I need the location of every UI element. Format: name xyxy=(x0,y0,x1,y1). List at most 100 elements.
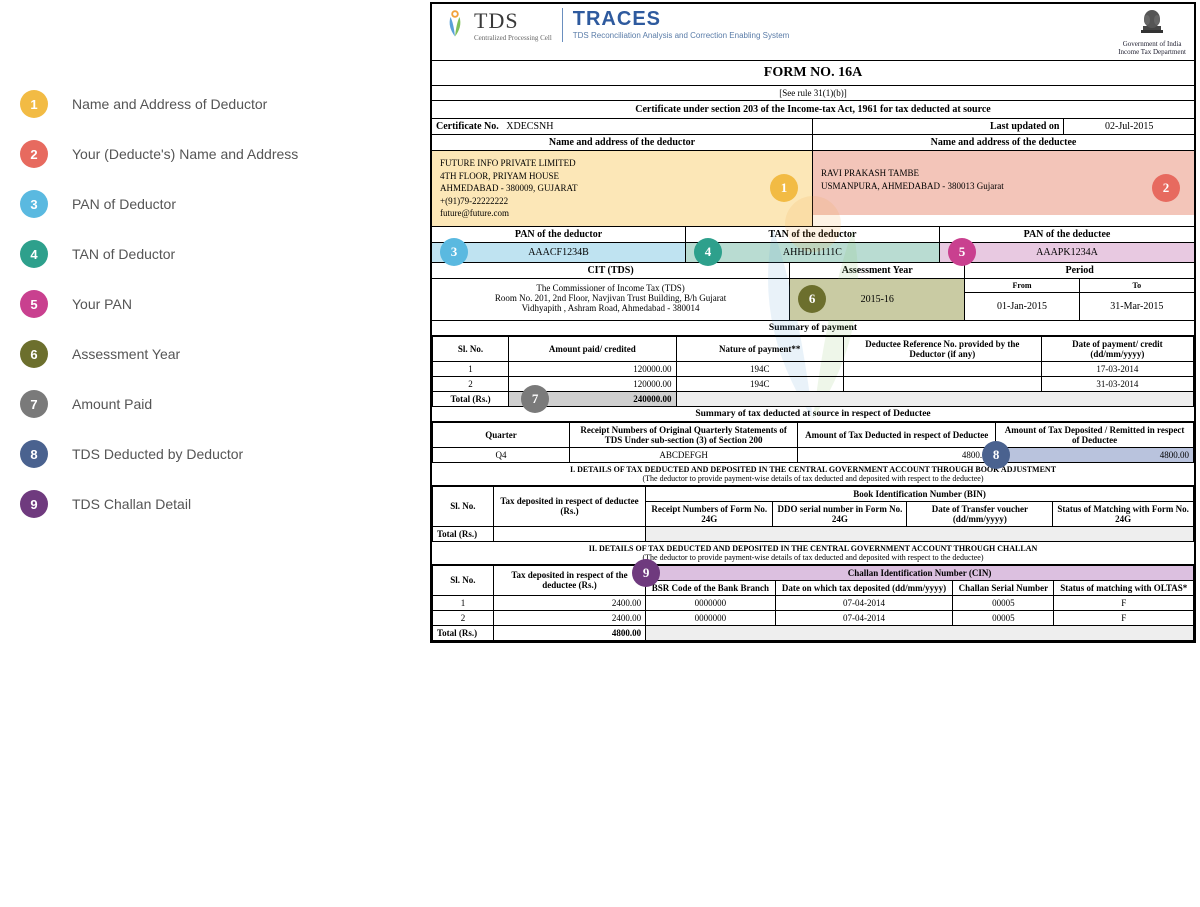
tds-title: TDS xyxy=(474,8,552,34)
tan-deductor-value: AHHD11111C xyxy=(783,247,842,258)
marker-9: 9 xyxy=(632,559,660,587)
table-row: 22400.00000000007-04-201400005F xyxy=(433,610,1194,625)
legend-item: 9 TDS Challan Detail xyxy=(20,490,400,518)
marker-5: 5 xyxy=(948,238,976,266)
legend-label: PAN of Deductor xyxy=(72,196,176,212)
govt-emblem-icon xyxy=(1139,8,1165,38)
legend-badge: 6 xyxy=(20,340,48,368)
marker-6: 6 xyxy=(798,285,826,313)
legend-item: 6 Assessment Year xyxy=(20,340,400,368)
section1-title: I. DETAILS OF TAX DEDUCTED AND DEPOSITED… xyxy=(432,463,1194,474)
marker-8: 8 xyxy=(982,441,1010,469)
section1-table: Sl. No. Tax deposited in respect of dedu… xyxy=(432,486,1194,542)
table-row: 12400.00000000007-04-201400005F xyxy=(433,595,1194,610)
s2-col-serial: Challan Serial Number xyxy=(953,580,1054,595)
marker-1: 1 xyxy=(770,174,798,202)
s2-col-date: Date on which tax deposited (dd/mm/yyyy) xyxy=(775,580,953,595)
legend-badge: 3 xyxy=(20,190,48,218)
legend-badge: 4 xyxy=(20,240,48,268)
tan-deductor-hdr: TAN of the deductor xyxy=(686,227,940,242)
govt-line1: Government of India xyxy=(1118,40,1186,48)
updated-value: 02-Jul-2015 xyxy=(1064,119,1194,134)
tds-subtitle: Centralized Processing Cell xyxy=(474,34,552,42)
pan-deductor-hdr: PAN of the deductor xyxy=(432,227,686,242)
summary-payment-title: Summary of payment xyxy=(432,321,1194,336)
cert-no-label: Certificate No. xyxy=(436,121,499,132)
legend-badge: 5 xyxy=(20,290,48,318)
legend-label: Amount Paid xyxy=(72,396,152,412)
s2-col-status: Status of matching with OLTAS* xyxy=(1054,580,1194,595)
tds-logo-icon xyxy=(440,8,470,38)
form-title: FORM NO. 16A xyxy=(432,61,1194,86)
s1-bin-hdr: Book Identification Number (BIN) xyxy=(646,486,1194,501)
legend-label: TAN of Deductor xyxy=(72,246,175,262)
traces-subtitle: TDS Reconciliation Analysis and Correcti… xyxy=(573,31,790,40)
s1-col-receipt: Receipt Numbers of Form No. 24G xyxy=(646,501,773,526)
s1-col-date: Date of Transfer voucher (dd/mm/yyyy) xyxy=(907,501,1053,526)
legend-label: Your (Deducte's) Name and Address xyxy=(72,146,298,162)
marker-3: 3 xyxy=(440,238,468,266)
legend-badge: 2 xyxy=(20,140,48,168)
certificate-heading: Certificate under section 203 of the Inc… xyxy=(432,101,1194,119)
legend-label: Assessment Year xyxy=(72,346,180,362)
s1-col-slno: Sl. No. xyxy=(433,486,494,526)
pan-deductee-hdr: PAN of the deductee xyxy=(940,227,1194,242)
legend-item: 5 Your PAN xyxy=(20,290,400,318)
marker-2: 2 xyxy=(1152,174,1180,202)
pan-deductee-value: AAAPK1234A xyxy=(1036,247,1098,258)
legend-badge: 1 xyxy=(20,90,48,118)
s2-col-slno: Sl. No. xyxy=(433,565,494,595)
cit-hdr: CIT (TDS) xyxy=(432,263,790,278)
legend-label: TDS Deducted by Deductor xyxy=(72,446,243,462)
section2-sub: (The deductor to provide payment-wise de… xyxy=(432,553,1194,564)
s1-col-taxdep: Tax deposited in respect of deductee (Rs… xyxy=(493,486,645,526)
legend-panel: 1Name and Address of Deductor 2 Your (Dedu… xyxy=(20,90,400,540)
table-row: 1120000.00194C17-03-2014 xyxy=(433,361,1194,376)
form-header: TDS Centralized Processing Cell TRACES T… xyxy=(432,4,1194,61)
legend-label: Your PAN xyxy=(72,296,132,312)
traces-title: TRACES xyxy=(573,8,790,31)
cit-address: The Commissioner of Income Tax (TDS) Roo… xyxy=(432,279,790,320)
s1-col-status: Status of Matching with Form No. 24G xyxy=(1053,501,1194,526)
from-hdr: From xyxy=(965,279,1079,292)
rule-reference: [See rule 31(1)(b)] xyxy=(432,86,1194,101)
s2-cin-hdr: Challan Identification Number (CIN) xyxy=(848,568,992,578)
table-row: 2120000.00194C31-03-2014 xyxy=(433,376,1194,391)
s1-total-label: Total (Rs.) xyxy=(433,526,494,541)
legend-badge: 7 xyxy=(20,390,48,418)
to-value: 31-Mar-2015 xyxy=(1080,293,1194,320)
section1-sub: (The deductor to provide payment-wise de… xyxy=(432,474,1194,485)
legend-item: 4 TAN of Deductor xyxy=(20,240,400,268)
legend-item: 2 Your (Deducte's) Name and Address xyxy=(20,140,400,168)
legend-item: 7 Amount Paid xyxy=(20,390,400,418)
cert-no-value: XDECSNH xyxy=(506,121,553,132)
legend-badge: 9 xyxy=(20,490,48,518)
pan-deductor-value: AAACF1234B xyxy=(528,247,589,258)
deductee-address: RAVI PRAKASH TAMBE USMANPURA, AHMEDABAD … xyxy=(813,151,1194,215)
legend-item: 3 PAN of Deductor xyxy=(20,190,400,218)
summary-tds-table: QuarterReceipt Numbers of Original Quart… xyxy=(432,422,1194,463)
deductor-header: Name and address of the deductor xyxy=(432,135,813,150)
summary-tds-title: Summary of tax deducted at source in res… xyxy=(432,407,1194,422)
legend-badge: 8 xyxy=(20,440,48,468)
deductor-address: FUTURE INFO PRIVATE LIMITED 4TH FLOOR, P… xyxy=(432,151,812,226)
table-total-row: Total (Rs.)7240000.00 xyxy=(433,391,1194,406)
period-hdr: Period xyxy=(965,263,1194,278)
legend-item: 1Name and Address of Deductor xyxy=(20,90,400,118)
legend-label: TDS Challan Detail xyxy=(72,496,191,512)
updated-label: Last updated on xyxy=(813,119,1064,134)
s1-col-ddo: DDO serial number in Form No. 24G xyxy=(773,501,907,526)
govt-line2: Income Tax Department xyxy=(1118,48,1186,56)
section2-table: Sl. No. Tax deposited in respect of the … xyxy=(432,565,1194,641)
assessment-year-value: 2015-16 xyxy=(861,294,894,305)
s2-col-taxdep: Tax deposited in respect of the deductee… xyxy=(511,570,627,590)
table-row: Q4ABCDEFGH4800.004800.008 xyxy=(433,447,1194,462)
summary-payment-table: Sl. No.Amount paid/ creditedNature of pa… xyxy=(432,336,1194,407)
to-hdr: To xyxy=(1080,279,1194,292)
s2-col-bsr: BSR Code of the Bank Branch xyxy=(646,580,776,595)
ay-hdr: Assessment Year xyxy=(790,263,965,278)
table-total-row: Total (Rs.)4800.00 xyxy=(433,625,1194,640)
deductee-header: Name and address of the deductee xyxy=(813,135,1194,150)
section2-title: II. DETAILS OF TAX DEDUCTED AND DEPOSITE… xyxy=(432,542,1194,553)
marker-7: 7 xyxy=(521,385,549,413)
